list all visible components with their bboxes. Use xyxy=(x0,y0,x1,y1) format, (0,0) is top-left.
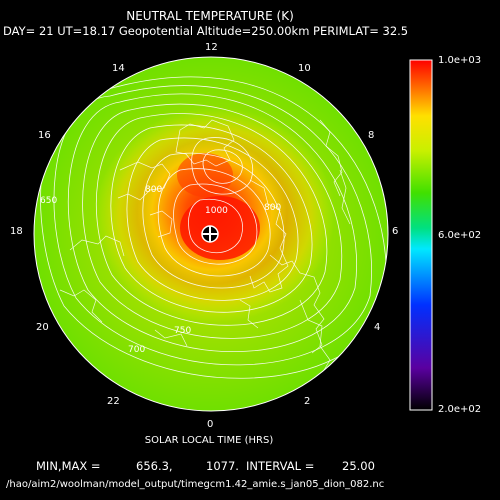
local-time-label: 22 xyxy=(107,396,120,407)
local-time-label: 4 xyxy=(374,322,381,333)
colorbar xyxy=(409,59,433,411)
contour-label: 650 xyxy=(40,196,57,206)
max-value: 1077. xyxy=(206,459,239,473)
chart-title: NEUTRAL TEMPERATURE (K) xyxy=(126,9,294,23)
coastlines xyxy=(59,119,351,371)
local-time-label: 12 xyxy=(205,42,218,53)
local-time-label: 8 xyxy=(368,130,375,141)
local-time-label: 2 xyxy=(304,396,311,407)
hot-core xyxy=(180,196,260,260)
hot-core-upper xyxy=(177,153,233,197)
min-value: 656.3, xyxy=(136,459,173,473)
contour-label: 800 xyxy=(145,185,162,195)
colorbar-max-label: 1.0e+03 xyxy=(438,55,482,66)
local-time-label: 18 xyxy=(10,226,23,237)
file-path: /hao/aim2/woolman/model_output/timegcm1.… xyxy=(6,479,385,490)
colorbar-min-label: 2.0e+02 xyxy=(438,404,482,415)
local-time-label: 10 xyxy=(298,63,311,74)
x-axis-label: SOLAR LOCAL TIME (HRS) xyxy=(144,435,274,446)
contour-label: 1000 xyxy=(205,206,228,216)
contour-lines xyxy=(40,76,387,379)
contour-label: 750 xyxy=(174,326,191,336)
local-time-label: 6 xyxy=(392,226,399,237)
chart-subtitle: DAY= 21 UT=18.17 Geopotential Altitude=2… xyxy=(3,24,409,38)
hot-spot-marker xyxy=(201,225,219,243)
local-time-label: 14 xyxy=(112,63,125,74)
contour-label: 700 xyxy=(128,345,145,355)
contour-label: 800 xyxy=(264,203,281,213)
colorbar-mid-label: 6.0e+02 xyxy=(438,230,482,241)
interval-label: INTERVAL = xyxy=(246,459,315,473)
minmax-label: MIN,MAX = xyxy=(36,459,101,473)
local-time-label: 0 xyxy=(207,419,214,430)
polar-disc-border xyxy=(33,56,389,412)
local-time-label: 20 xyxy=(36,322,49,333)
interval-value: 25.00 xyxy=(342,459,375,473)
contour-labels: 650 700 750 800 800 1000 xyxy=(40,185,281,355)
local-time-label: 16 xyxy=(38,130,51,141)
